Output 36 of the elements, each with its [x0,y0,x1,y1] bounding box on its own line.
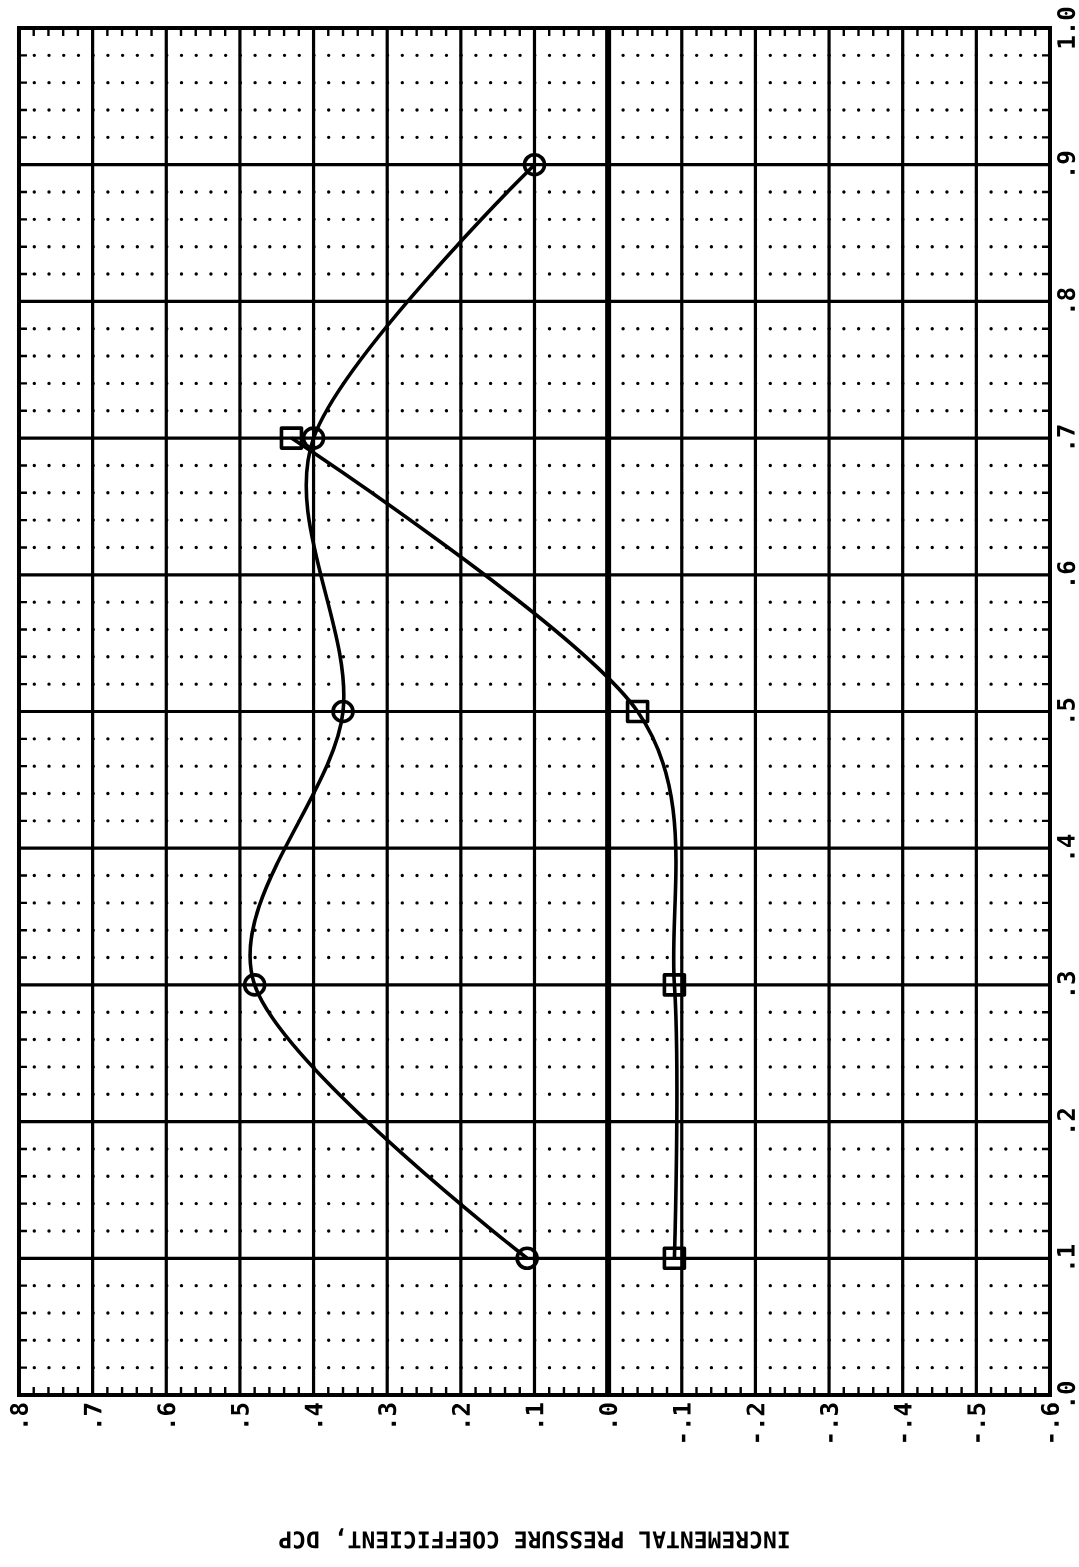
point [662,1246,687,1271]
y-tick-label: .1 [1057,1244,1075,1268]
x-tick-label: -.3 [819,1403,839,1442]
y-tick-label: .5 [1057,698,1075,721]
y-tick-label: .7 [1057,425,1075,448]
y-tick-label: .3 [1057,972,1076,995]
point [279,426,304,450]
point [331,699,355,724]
x-tick-label: -.4 [893,1403,912,1442]
y-tick-label: .2 [1057,1109,1075,1131]
y-tick-label: .6 [1057,561,1076,584]
y-tick-label: .4 [1057,834,1075,858]
x-tick-label: .6 [157,1403,176,1426]
x-tick-label: -.1 [673,1403,691,1442]
y-tick-label: .0 [1057,1381,1076,1405]
point [625,699,650,724]
x-tick-label: .4 [304,1403,323,1426]
x-axis-title: INCREMENTAL PRESSURE COEFFICIENT, DCP [279,1528,789,1549]
x-tick-label: .3 [378,1403,397,1426]
x-tick-label: -.6 [1040,1403,1060,1442]
x-tick-label: .1 [525,1403,544,1426]
y-tick-label: 1.0 [1057,7,1076,48]
x-tick-label: -.5 [967,1403,986,1442]
x-tick-label: .0 [599,1403,618,1426]
y-tick-label: .8 [1057,288,1076,311]
x-tick-label: .8 [9,1403,29,1426]
x-tick-label: .2 [451,1404,470,1426]
point [515,1246,539,1271]
point [301,426,326,450]
point [522,152,547,177]
point [662,973,687,997]
point [242,973,267,997]
x-tick-label: .5 [230,1403,249,1426]
y-tick-label: .9 [1057,151,1076,174]
x-tick-label: .7 [83,1403,102,1426]
x-tick-label: -.2 [746,1404,765,1442]
